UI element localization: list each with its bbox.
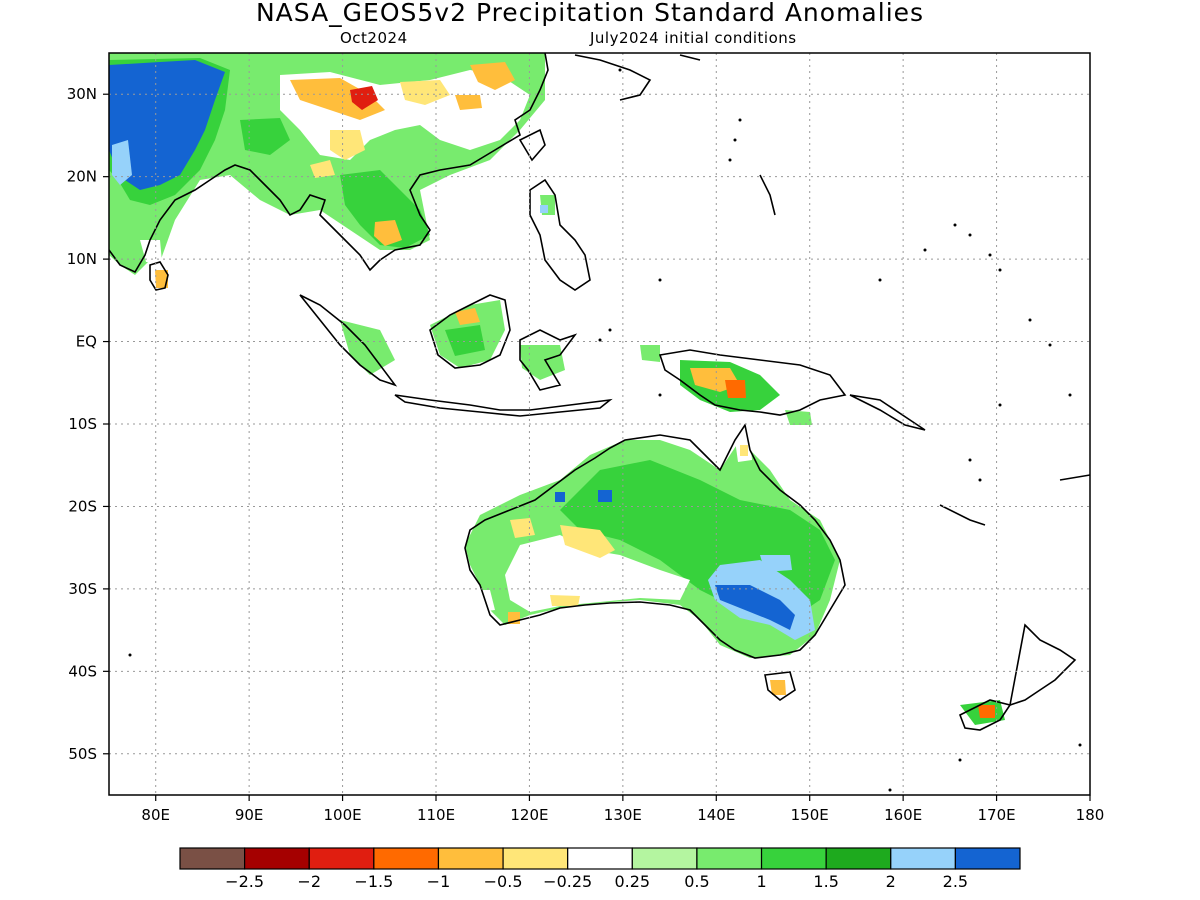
colorbar-label: −2 (297, 872, 321, 891)
lon-label: 90E (235, 806, 264, 824)
colorbar-swatch (179, 847, 246, 870)
colorbar-label: 2 (886, 872, 896, 891)
lon-label: 120E (510, 806, 548, 824)
lon-label: 100E (324, 806, 362, 824)
colorbar-swatch (760, 847, 827, 870)
colorbar-label: 1.5 (813, 872, 838, 891)
colorbar-swatch (696, 847, 763, 870)
lon-label: 180 (1076, 806, 1105, 824)
initial-conditions: July2024 initial conditions (590, 29, 797, 47)
colorbar-label: −1 (427, 872, 451, 891)
lon-label: 170E (978, 806, 1016, 824)
colorbar-swatch (567, 847, 633, 870)
small-islands (128, 68, 1082, 792)
anomaly-fields (109, 53, 1090, 792)
colorbar-label: 1 (756, 872, 766, 891)
gridlines (109, 53, 1090, 795)
maritime-anomaly-field (340, 195, 812, 425)
asia-anomaly-field (109, 53, 545, 288)
colorbar-swatch (502, 847, 569, 870)
lat-label: 10N (67, 250, 97, 268)
australia-anomaly-field (465, 438, 1005, 725)
lon-label: 140E (697, 806, 735, 824)
lat-label: 20S (68, 497, 97, 515)
colorbar-swatch (954, 847, 1021, 870)
colorbar-label: 2.5 (943, 872, 968, 891)
colorbar-label: −2.5 (225, 872, 264, 891)
colorbar-label: −0.5 (484, 872, 523, 891)
map-title: NASA_GEOS5v2 Precipitation Standard Anom… (255, 0, 925, 27)
colorbar-label: 0.5 (684, 872, 709, 891)
forecast-month: Oct2024 (340, 29, 408, 47)
colorbar-swatch (437, 847, 504, 870)
colorbar-label: 0.25 (614, 872, 650, 891)
lon-label: 130E (604, 806, 642, 824)
lat-label: 30N (67, 85, 97, 103)
coastlines (109, 53, 1090, 731)
colorbar-swatch (631, 847, 698, 870)
lon-label: 150E (791, 806, 829, 824)
lat-label: 30S (68, 580, 97, 598)
axis-ticks: 30N 20N 10N EQ 10S 20S 30S 40S 50S 80E 90E 100E 110E… (67, 85, 1105, 824)
lat-label: 50S (68, 745, 97, 763)
colorbar-swatch (244, 847, 310, 870)
colorbar-swatch (890, 847, 956, 870)
lon-label: 80E (141, 806, 170, 824)
colorbar-swatch (825, 847, 892, 870)
lat-label: 10S (68, 415, 97, 433)
lat-label: 40S (68, 662, 97, 680)
colorbar-label: −0.25 (543, 872, 592, 891)
colorbar-swatch (308, 847, 375, 870)
lat-label: EQ (76, 333, 97, 351)
colorbar-label: −1.5 (354, 872, 393, 891)
colorbar-swatch (373, 847, 440, 870)
lon-label: 160E (884, 806, 922, 824)
colorbar: −2.5 −2 −1.5 −1 −0.5 −0.25 0.25 0.5 1 1.5 2 2.5 (179, 847, 1021, 891)
lat-label: 20N (67, 168, 97, 186)
lon-label: 110E (417, 806, 455, 824)
